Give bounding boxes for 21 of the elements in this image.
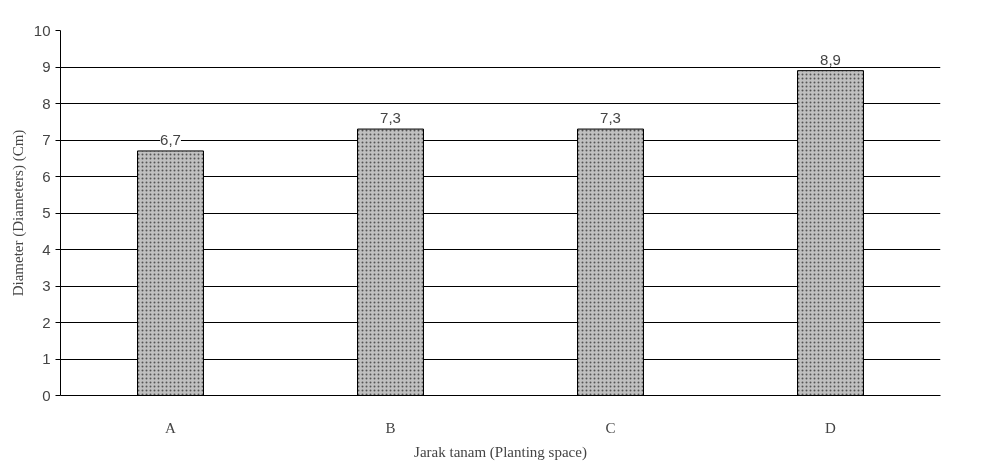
x-tick-label: C xyxy=(605,419,616,436)
data-label: 7,3 xyxy=(600,109,621,127)
y-tick-label: 2 xyxy=(42,313,51,331)
y-axis-title: Diameter (Diameters) (Cm) xyxy=(9,129,27,297)
x-tick-label: A xyxy=(165,419,177,436)
y-tick-label: 3 xyxy=(42,277,51,294)
y-tick-label: 9 xyxy=(42,58,51,75)
y-tick-label: 0 xyxy=(42,386,51,404)
data-label: 7,3 xyxy=(380,109,401,127)
y-tick-label: 4 xyxy=(42,240,51,258)
data-label: 8,9 xyxy=(820,50,841,68)
y-tick-label: 7 xyxy=(42,131,51,148)
y-tick-label: 5 xyxy=(42,204,51,221)
y-tick-label: 6 xyxy=(42,167,51,185)
x-tick-label: B xyxy=(385,419,396,436)
x-axis-title: Jarak tanam (Planting space) xyxy=(414,443,587,461)
y-tick-label: 8 xyxy=(42,94,51,112)
x-tick-label: D xyxy=(825,419,837,436)
data-label: 6,7 xyxy=(160,130,181,148)
y-tick-label: 1 xyxy=(42,350,51,367)
y-tick-label: 10 xyxy=(33,21,51,39)
